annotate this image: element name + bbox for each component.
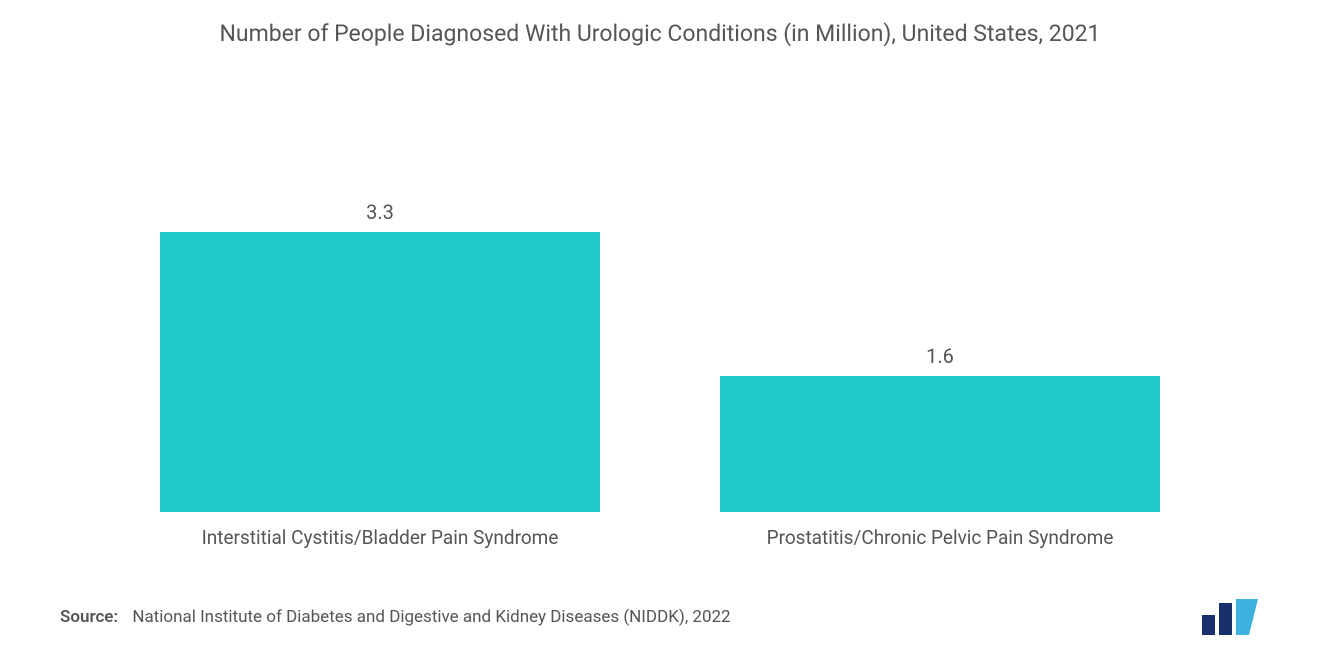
bar-label-0: Interstitial Cystitis/Bladder Pain Syndr… xyxy=(202,526,559,549)
bar-label-1: Prostatitis/Chronic Pelvic Pain Syndrome xyxy=(767,526,1114,549)
brand-logo-icon xyxy=(1200,599,1260,635)
bar-value-1: 1.6 xyxy=(926,344,954,368)
logo-bar-2 xyxy=(1219,603,1232,635)
bar-group-0: 3.3 Interstitial Cystitis/Bladder Pain S… xyxy=(160,200,600,549)
chart-title: Number of People Diagnosed With Urologic… xyxy=(50,20,1270,47)
bar-value-0: 3.3 xyxy=(366,200,394,224)
logo-bar-1 xyxy=(1202,615,1215,635)
source-text: Source: National Institute of Diabetes a… xyxy=(60,607,731,627)
bar-0 xyxy=(160,232,600,512)
bar-1 xyxy=(720,376,1160,512)
source-row: Source: National Institute of Diabetes a… xyxy=(50,599,1270,635)
logo-bar-3 xyxy=(1236,599,1258,635)
source-citation: National Institute of Diabetes and Diges… xyxy=(132,607,730,627)
chart-container: Number of People Diagnosed With Urologic… xyxy=(0,0,1320,665)
bar-group-1: 1.6 Prostatitis/Chronic Pelvic Pain Synd… xyxy=(720,344,1160,549)
plot-area: 3.3 Interstitial Cystitis/Bladder Pain S… xyxy=(50,57,1270,549)
source-label: Source: xyxy=(60,607,118,627)
